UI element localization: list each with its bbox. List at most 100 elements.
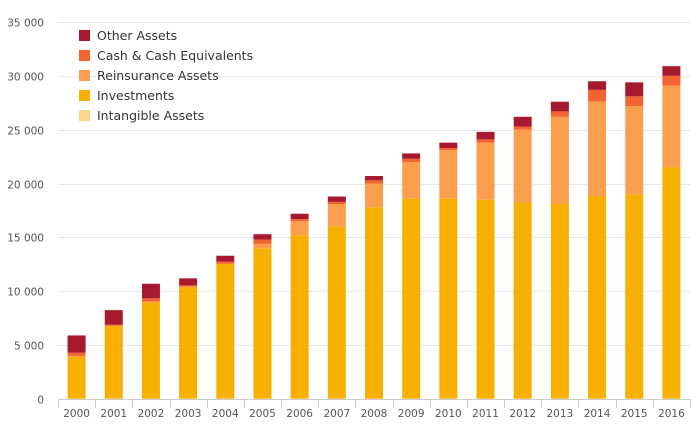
legend-swatch-other-assets: [79, 30, 90, 41]
bar-segment-reinsurance-assets: [402, 162, 421, 199]
bar-segment-reinsurance-assets: [439, 150, 458, 199]
bar-segment-cash-cash-equivalents: [104, 324, 123, 326]
x-tick-label: 2000: [63, 408, 90, 420]
bar-segment-other-assets: [588, 81, 607, 90]
bar-segment-other-assets: [179, 278, 198, 286]
legend-swatch-intangible-assets: [79, 110, 90, 121]
x-tick-label: 2007: [323, 408, 350, 420]
bar-segment-other-assets: [104, 310, 123, 325]
y-tick-label: 30 000: [7, 72, 44, 84]
bar-segment-cash-cash-equivalents: [625, 96, 644, 107]
bar-segment-intangible-assets: [216, 398, 235, 399]
bar-segment-intangible-assets: [513, 398, 532, 399]
bar-segment-investments: [625, 194, 644, 399]
bars-layer: [67, 66, 681, 399]
x-tick-label: 2016: [658, 408, 685, 420]
bar-segment-other-assets: [327, 196, 346, 202]
bar-segment-other-assets: [216, 255, 235, 262]
x-tick-label: 2002: [138, 408, 165, 420]
bar-segment-reinsurance-assets: [625, 106, 644, 195]
bar-segment-intangible-assets: [290, 398, 309, 399]
legend-label-investments: Investments: [97, 88, 174, 103]
bar-segment-intangible-assets: [476, 398, 495, 399]
bar-segment-investments: [513, 202, 532, 399]
bar-segment-cash-cash-equivalents: [365, 180, 383, 184]
bar-segment-investments: [290, 235, 309, 399]
x-tick-label: 2004: [212, 408, 239, 420]
x-tick-label: 2015: [621, 408, 648, 420]
legend-swatch-reinsurance-assets: [79, 70, 90, 81]
bar-segment-investments: [141, 302, 160, 399]
bar-segment-intangible-assets: [625, 398, 644, 399]
bar-segment-intangible-assets: [104, 398, 123, 399]
y-tick-label: 25 000: [7, 126, 44, 138]
bar-segment-reinsurance-assets: [327, 204, 346, 227]
x-tick-label: 2014: [584, 408, 611, 420]
x-tick-label: 2012: [509, 408, 536, 420]
bar-segment-reinsurance-assets: [67, 355, 86, 357]
bar-segment-other-assets: [365, 176, 383, 181]
bar-segment-investments: [67, 356, 86, 399]
y-tick-label: 5 000: [14, 341, 44, 353]
bar-segment-intangible-assets: [365, 398, 383, 399]
bar-segment-intangible-assets: [327, 398, 346, 399]
bar-segment-reinsurance-assets: [365, 183, 383, 208]
bar-segment-cash-cash-equivalents: [179, 285, 198, 287]
bar-segment-other-assets: [550, 101, 569, 112]
bar-segment-investments: [662, 167, 681, 399]
y-tick-label: 0: [37, 395, 44, 407]
bar-segment-other-assets: [439, 142, 458, 149]
bar-segment-cash-cash-equivalents: [402, 158, 421, 163]
y-tick-label: 20 000: [7, 180, 44, 192]
bar-segment-cash-cash-equivalents: [550, 111, 569, 117]
bar-segment-investments: [550, 204, 569, 399]
legend-label-intangible-assets: Intangible Assets: [97, 108, 204, 123]
y-tick-label: 35 000: [7, 18, 44, 30]
y-tick-label: 15 000: [7, 233, 44, 245]
bar-segment-intangible-assets: [141, 398, 160, 399]
bar-segment-intangible-assets: [439, 398, 458, 399]
bar-segment-other-assets: [513, 116, 532, 127]
legend-swatch-cash-cash-equivalents: [79, 50, 90, 61]
bar-segment-intangible-assets: [67, 398, 86, 399]
bar-segment-other-assets: [662, 66, 681, 76]
legend-label-reinsurance-assets: Reinsurance Assets: [97, 68, 219, 83]
bar-segment-investments: [216, 263, 235, 399]
bar-segment-investments: [439, 198, 458, 399]
bar-segment-reinsurance-assets: [179, 286, 198, 288]
bar-segment-reinsurance-assets: [588, 101, 607, 197]
x-tick-label: 2005: [249, 408, 276, 420]
x-tick-label: 2013: [547, 408, 574, 420]
bar-segment-other-assets: [476, 131, 495, 140]
axis-layer: 0 5 000 10 000 15 000 20 000 25 000 30 000 35 0…: [7, 18, 691, 420]
bar-segment-intangible-assets: [402, 398, 421, 399]
bar-segment-intangible-assets: [588, 398, 607, 399]
bar-segment-reinsurance-assets: [550, 116, 569, 205]
bar-segment-cash-cash-equivalents: [588, 89, 607, 102]
bar-segment-investments: [179, 287, 198, 399]
bar-segment-investments: [327, 226, 346, 399]
bar-segment-cash-cash-equivalents: [476, 139, 495, 143]
x-tick-label: 2008: [361, 408, 388, 420]
bar-segment-cash-cash-equivalents: [290, 219, 309, 222]
bar-segment-cash-cash-equivalents: [141, 298, 160, 302]
x-tick-label: 2006: [286, 408, 313, 420]
bar-segment-cash-cash-equivalents: [327, 201, 346, 205]
bar-segment-reinsurance-assets: [141, 301, 160, 303]
bar-segment-reinsurance-assets: [662, 85, 681, 168]
x-tick-label: 2010: [435, 408, 462, 420]
bar-segment-reinsurance-assets: [513, 129, 532, 203]
legend-label-cash-cash-equivalents: Cash & Cash Equivalents: [97, 48, 253, 63]
bar-segment-other-assets: [253, 234, 272, 240]
bar-segment-cash-cash-equivalents: [253, 239, 272, 244]
bar-segment-other-assets: [67, 335, 86, 353]
bar-segment-reinsurance-assets: [253, 243, 272, 249]
bar-segment-other-assets: [625, 82, 644, 97]
x-tick-label: 2001: [100, 408, 127, 420]
bar-segment-intangible-assets: [253, 398, 272, 399]
bar-segment-cash-cash-equivalents: [439, 148, 458, 151]
bar-segment-cash-cash-equivalents: [662, 75, 681, 86]
bar-segment-investments: [253, 248, 272, 399]
bar-segment-reinsurance-assets: [290, 221, 309, 236]
